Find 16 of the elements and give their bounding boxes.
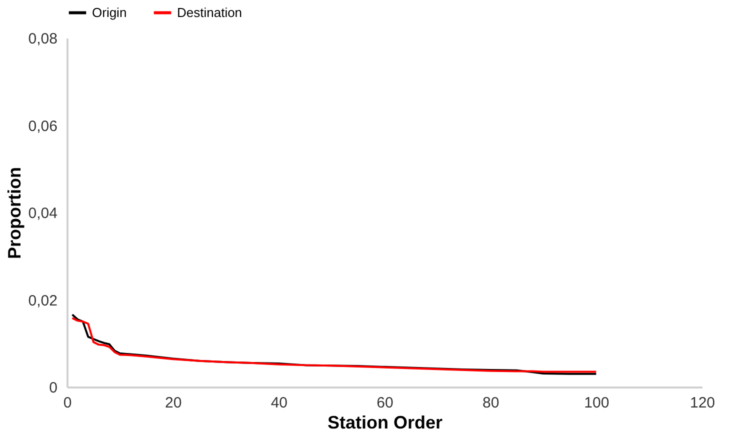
y-tick-label: 0 [49,380,58,396]
y-tick-label: 0,04 [28,205,58,222]
legend-label: Origin [92,4,127,20]
x-tick-label: 40 [270,394,288,412]
x-tick-label: 20 [164,394,182,412]
x-axis-title: Station Order [327,412,443,432]
legend-label: Destination [177,4,242,20]
y-tick-label: 0,08 [28,30,58,48]
x-tick-label: 0 [63,394,72,412]
y-tick-label: 0,02 [28,292,58,310]
x-tick-label: 120 [690,394,716,412]
x-tick-label: 100 [584,394,610,412]
x-tick-label: 80 [482,394,500,412]
y-axis-title: Proportion [4,167,24,259]
y-tick-label: 0,06 [28,118,58,135]
x-tick-label: 60 [376,394,394,412]
